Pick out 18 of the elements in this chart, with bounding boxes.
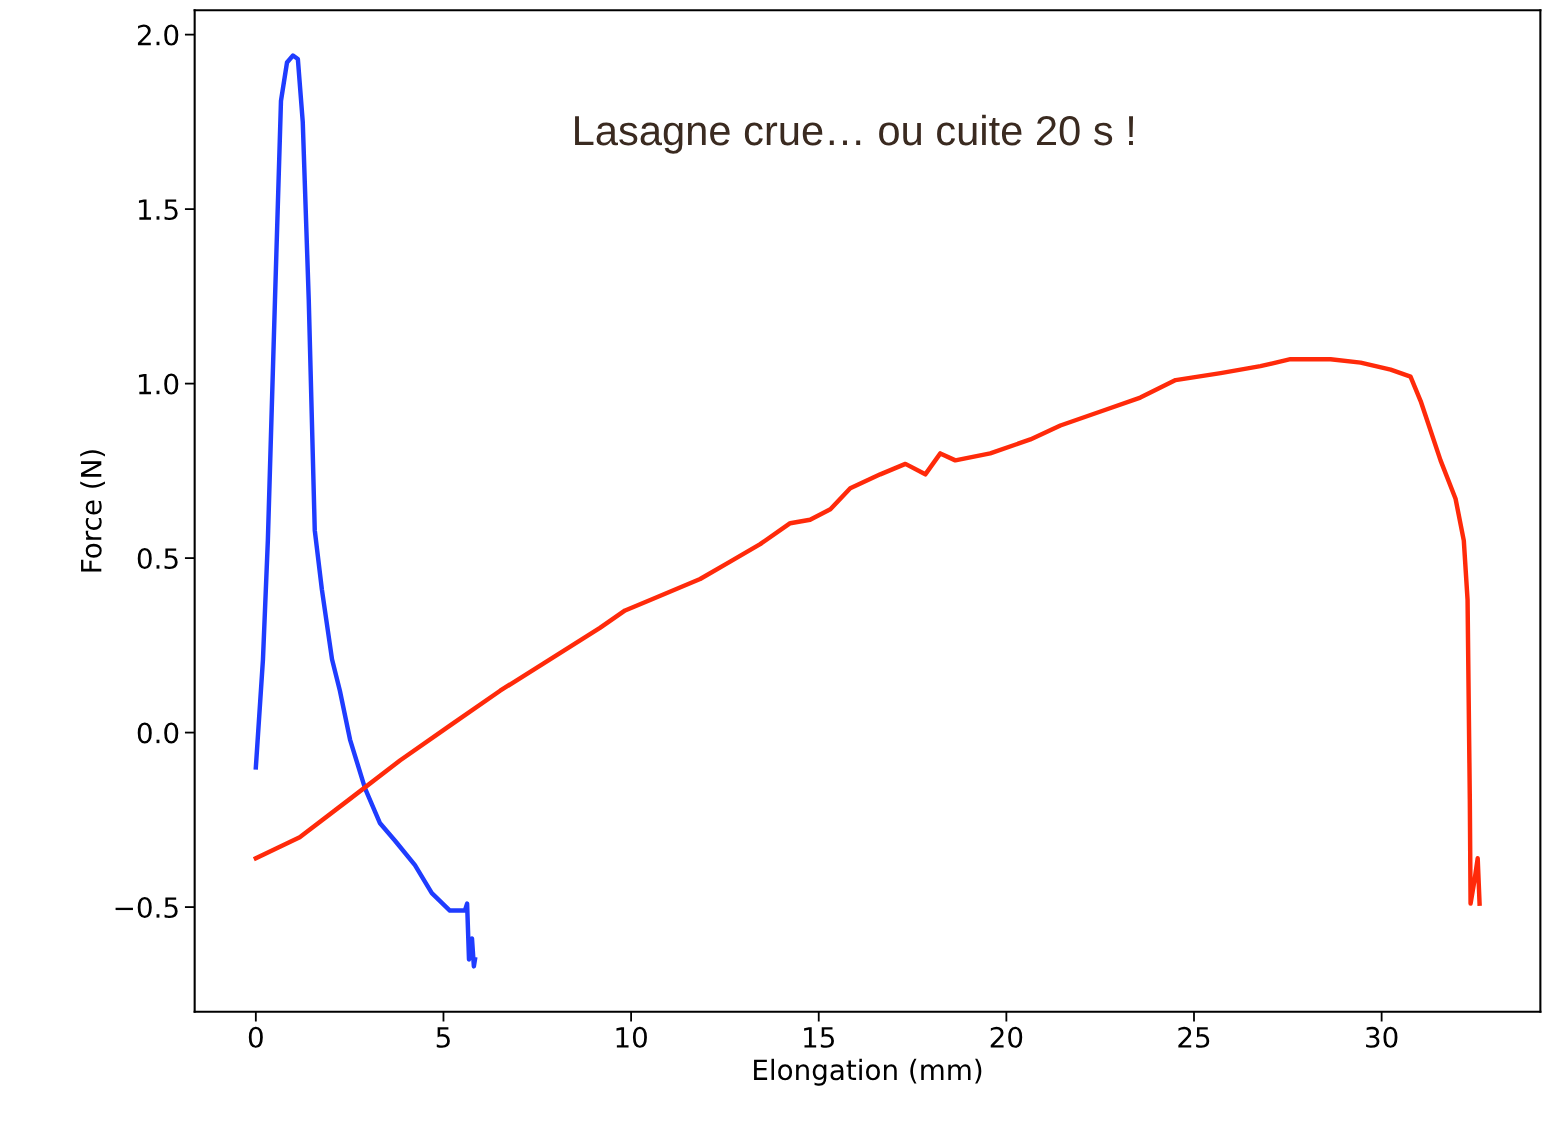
x-tick-label: 25 [1178, 1026, 1210, 1048]
x-tick-label: 30 [1366, 1026, 1398, 1048]
x-axis-title: Elongation (mm) [754, 1058, 982, 1086]
x-tick-label: 10 [616, 1026, 647, 1048]
x-tick-label: 0 [248, 1026, 263, 1048]
y-tick-label: 1.5 [138, 199, 178, 221]
line-series [253, 53, 478, 969]
y-tick-label: 0.5 [137, 548, 178, 570]
line-series [253, 356, 1482, 906]
y-tick-label: −0.5 [115, 897, 178, 919]
x-tick-label: 5 [436, 1027, 450, 1048]
y-tick-label: 0.0 [137, 722, 179, 744]
x-tick-label: 15 [804, 1027, 834, 1048]
y-tick-label: 1.0 [138, 373, 179, 395]
y-tick-label: 2.0 [137, 24, 179, 46]
x-tick-label: 20 [990, 1026, 1023, 1048]
y-axis-title: Force (N) [80, 450, 105, 572]
annotation: Lasagne crue… ou cuite 20 s ! [575, 114, 1134, 154]
